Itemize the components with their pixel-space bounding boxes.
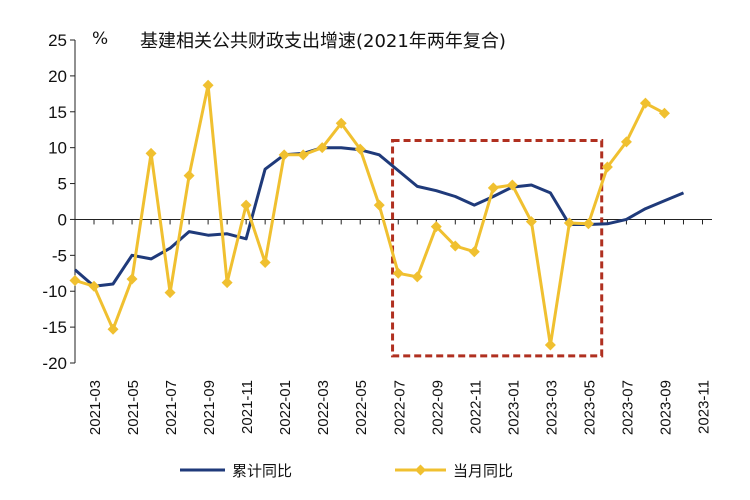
series-2-marker: [392, 267, 404, 279]
x-tick-label: 2023-07: [619, 380, 636, 435]
highlight-box: [391, 138, 604, 358]
x-tick-label: 2021-11: [239, 380, 256, 434]
legend-label-1: 累计同比: [232, 462, 292, 480]
series-2-marker: [430, 221, 442, 233]
series-2-marker: [126, 273, 138, 285]
x-tick-label: 2021-09: [201, 380, 218, 435]
series-2-marker: [69, 274, 81, 286]
series-2-marker: [183, 170, 195, 182]
series-2-marker: [202, 79, 214, 91]
series-2-marker: [221, 277, 233, 289]
series-2-marker: [373, 199, 385, 211]
y-unit-label: %: [92, 29, 108, 49]
x-tick-label: 2022-03: [315, 380, 332, 435]
y-tick-label: 15: [48, 103, 67, 122]
series-2-marker: [316, 142, 328, 154]
series-2-marker: [582, 218, 594, 230]
x-tick-label: 2023-05: [581, 380, 598, 435]
series-2-marker: [354, 143, 366, 155]
y-tick-label: -10: [42, 282, 67, 301]
x-tick-label: 2021-07: [163, 380, 180, 435]
y-tick-label: 20: [48, 67, 67, 86]
x-tick-label: 2021-03: [87, 380, 104, 435]
series-2-marker: [544, 339, 556, 351]
x-tick-label: 2023-11: [695, 380, 712, 434]
y-tick-label: 25: [48, 31, 67, 50]
series-2-marker: [88, 280, 100, 292]
series-2-marker: [240, 199, 252, 211]
y-tick-label: 0: [58, 210, 67, 229]
x-tick-label: 2023-01: [505, 380, 522, 435]
y-tick-label: -5: [52, 246, 67, 265]
y-tick-label: 10: [48, 139, 67, 158]
chart-title: 基建相关公共财政支出增速(2021年两年复合): [140, 31, 506, 52]
series-2-marker: [259, 257, 271, 269]
series-layer: [69, 79, 685, 351]
series-2-marker: [620, 136, 632, 148]
x-tick-label: 2022-01: [277, 380, 294, 435]
series-2-marker: [335, 117, 347, 129]
x-tick-label: 2022-11: [467, 380, 484, 434]
series-2-marker: [145, 147, 157, 159]
series-2-marker: [487, 182, 499, 194]
series-line-2: [74, 83, 666, 347]
series-2-marker: [525, 216, 537, 228]
legend-label-2: 当月同比: [453, 462, 513, 480]
series-2-marker: [506, 179, 518, 191]
y-tick-label: -15: [42, 318, 67, 337]
series-2-marker: [297, 149, 309, 161]
series-2-marker: [658, 107, 670, 119]
legend: 累计同比 当月同比: [180, 462, 513, 480]
series-2-marker: [468, 246, 480, 258]
series-2-marker: [563, 217, 575, 229]
x-tick-label: 2022-07: [391, 380, 408, 435]
x-tick-label: 2021-05: [125, 380, 142, 435]
x-tick-label: 2022-05: [353, 380, 370, 435]
x-tick-label: 2022-09: [429, 380, 446, 435]
x-ticks: 2021-03 2021-05 2021-07 2021-09 2021-11 2022-…: [74, 219, 712, 435]
legend-marker: [415, 464, 426, 476]
series-2-marker: [449, 240, 461, 252]
series-2-marker: [639, 97, 651, 109]
series-2-marker: [601, 161, 613, 173]
series-2-marker: [411, 271, 423, 283]
y-tick-label: 5: [58, 175, 67, 194]
x-tick-label: 2023-03: [543, 380, 560, 435]
series-2-marker: [164, 287, 176, 299]
series-2-marker: [278, 149, 290, 161]
y-ticks: 25 20 15 10 5 0 -5 -10 -15 -20: [42, 31, 75, 373]
series-2-marker: [107, 323, 119, 335]
x-tick-label: 2023-09: [657, 380, 674, 435]
y-tick-label: -20: [42, 354, 67, 373]
